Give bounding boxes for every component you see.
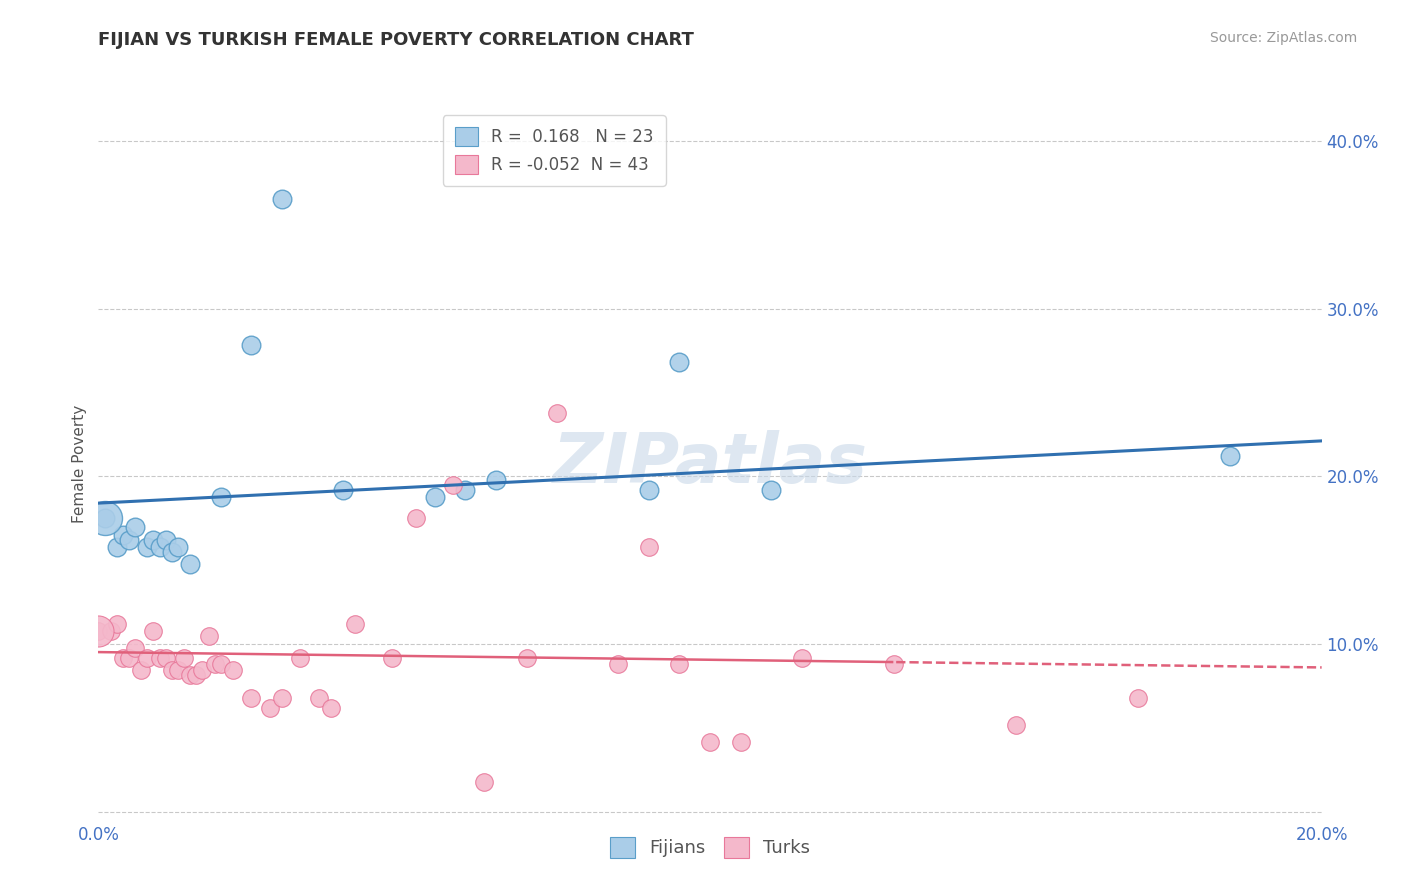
- Legend: Fijians, Turks: Fijians, Turks: [602, 830, 818, 865]
- Point: [111, 528, 134, 542]
- Point: [546, 406, 568, 420]
- Point: [381, 650, 404, 665]
- Point: [160, 545, 183, 559]
- Point: [607, 657, 630, 672]
- Point: [191, 663, 214, 677]
- Point: [240, 691, 263, 706]
- Point: [441, 478, 464, 492]
- Point: [270, 193, 292, 207]
- Point: [93, 511, 115, 525]
- Point: [332, 483, 354, 497]
- Point: [118, 650, 141, 665]
- Point: [118, 533, 141, 548]
- Point: [100, 624, 122, 638]
- Point: [173, 650, 195, 665]
- Point: [149, 540, 172, 554]
- Point: [124, 520, 146, 534]
- Point: [87, 624, 110, 638]
- Point: [179, 557, 201, 571]
- Point: [259, 701, 281, 715]
- Point: [1004, 718, 1026, 732]
- Point: [472, 775, 495, 789]
- Point: [290, 650, 312, 665]
- Point: [209, 490, 232, 504]
- Point: [142, 624, 165, 638]
- Point: [790, 650, 813, 665]
- Point: [516, 650, 538, 665]
- Point: [111, 650, 134, 665]
- Point: [883, 657, 905, 672]
- Point: [204, 657, 226, 672]
- Point: [1219, 450, 1241, 464]
- Point: [1128, 691, 1150, 706]
- Point: [730, 735, 752, 749]
- Point: [186, 667, 208, 681]
- Point: [160, 663, 183, 677]
- Text: Source: ZipAtlas.com: Source: ZipAtlas.com: [1209, 31, 1357, 45]
- Point: [136, 540, 159, 554]
- Text: FIJIAN VS TURKISH FEMALE POVERTY CORRELATION CHART: FIJIAN VS TURKISH FEMALE POVERTY CORRELA…: [98, 31, 695, 49]
- Point: [142, 533, 165, 548]
- Point: [155, 533, 177, 548]
- Y-axis label: Female Poverty: Female Poverty: [72, 405, 87, 523]
- Point: [167, 540, 190, 554]
- Text: ZIPatlas: ZIPatlas: [553, 430, 868, 498]
- Point: [319, 701, 342, 715]
- Point: [759, 483, 782, 497]
- Point: [637, 540, 661, 554]
- Point: [308, 691, 330, 706]
- Point: [344, 617, 367, 632]
- Point: [222, 663, 245, 677]
- Point: [668, 657, 690, 672]
- Point: [124, 640, 146, 655]
- Point: [423, 490, 446, 504]
- Point: [485, 473, 508, 487]
- Point: [87, 624, 110, 638]
- Point: [637, 483, 661, 497]
- Point: [209, 657, 232, 672]
- Point: [155, 650, 177, 665]
- Point: [668, 355, 690, 369]
- Point: [699, 735, 721, 749]
- Point: [105, 617, 128, 632]
- Point: [179, 667, 201, 681]
- Point: [105, 540, 128, 554]
- Point: [454, 483, 477, 497]
- Point: [240, 338, 263, 352]
- Point: [129, 663, 152, 677]
- Point: [270, 691, 292, 706]
- Point: [405, 511, 427, 525]
- Point: [93, 511, 115, 525]
- Point: [167, 663, 190, 677]
- Point: [149, 650, 172, 665]
- Point: [136, 650, 159, 665]
- Point: [197, 629, 219, 643]
